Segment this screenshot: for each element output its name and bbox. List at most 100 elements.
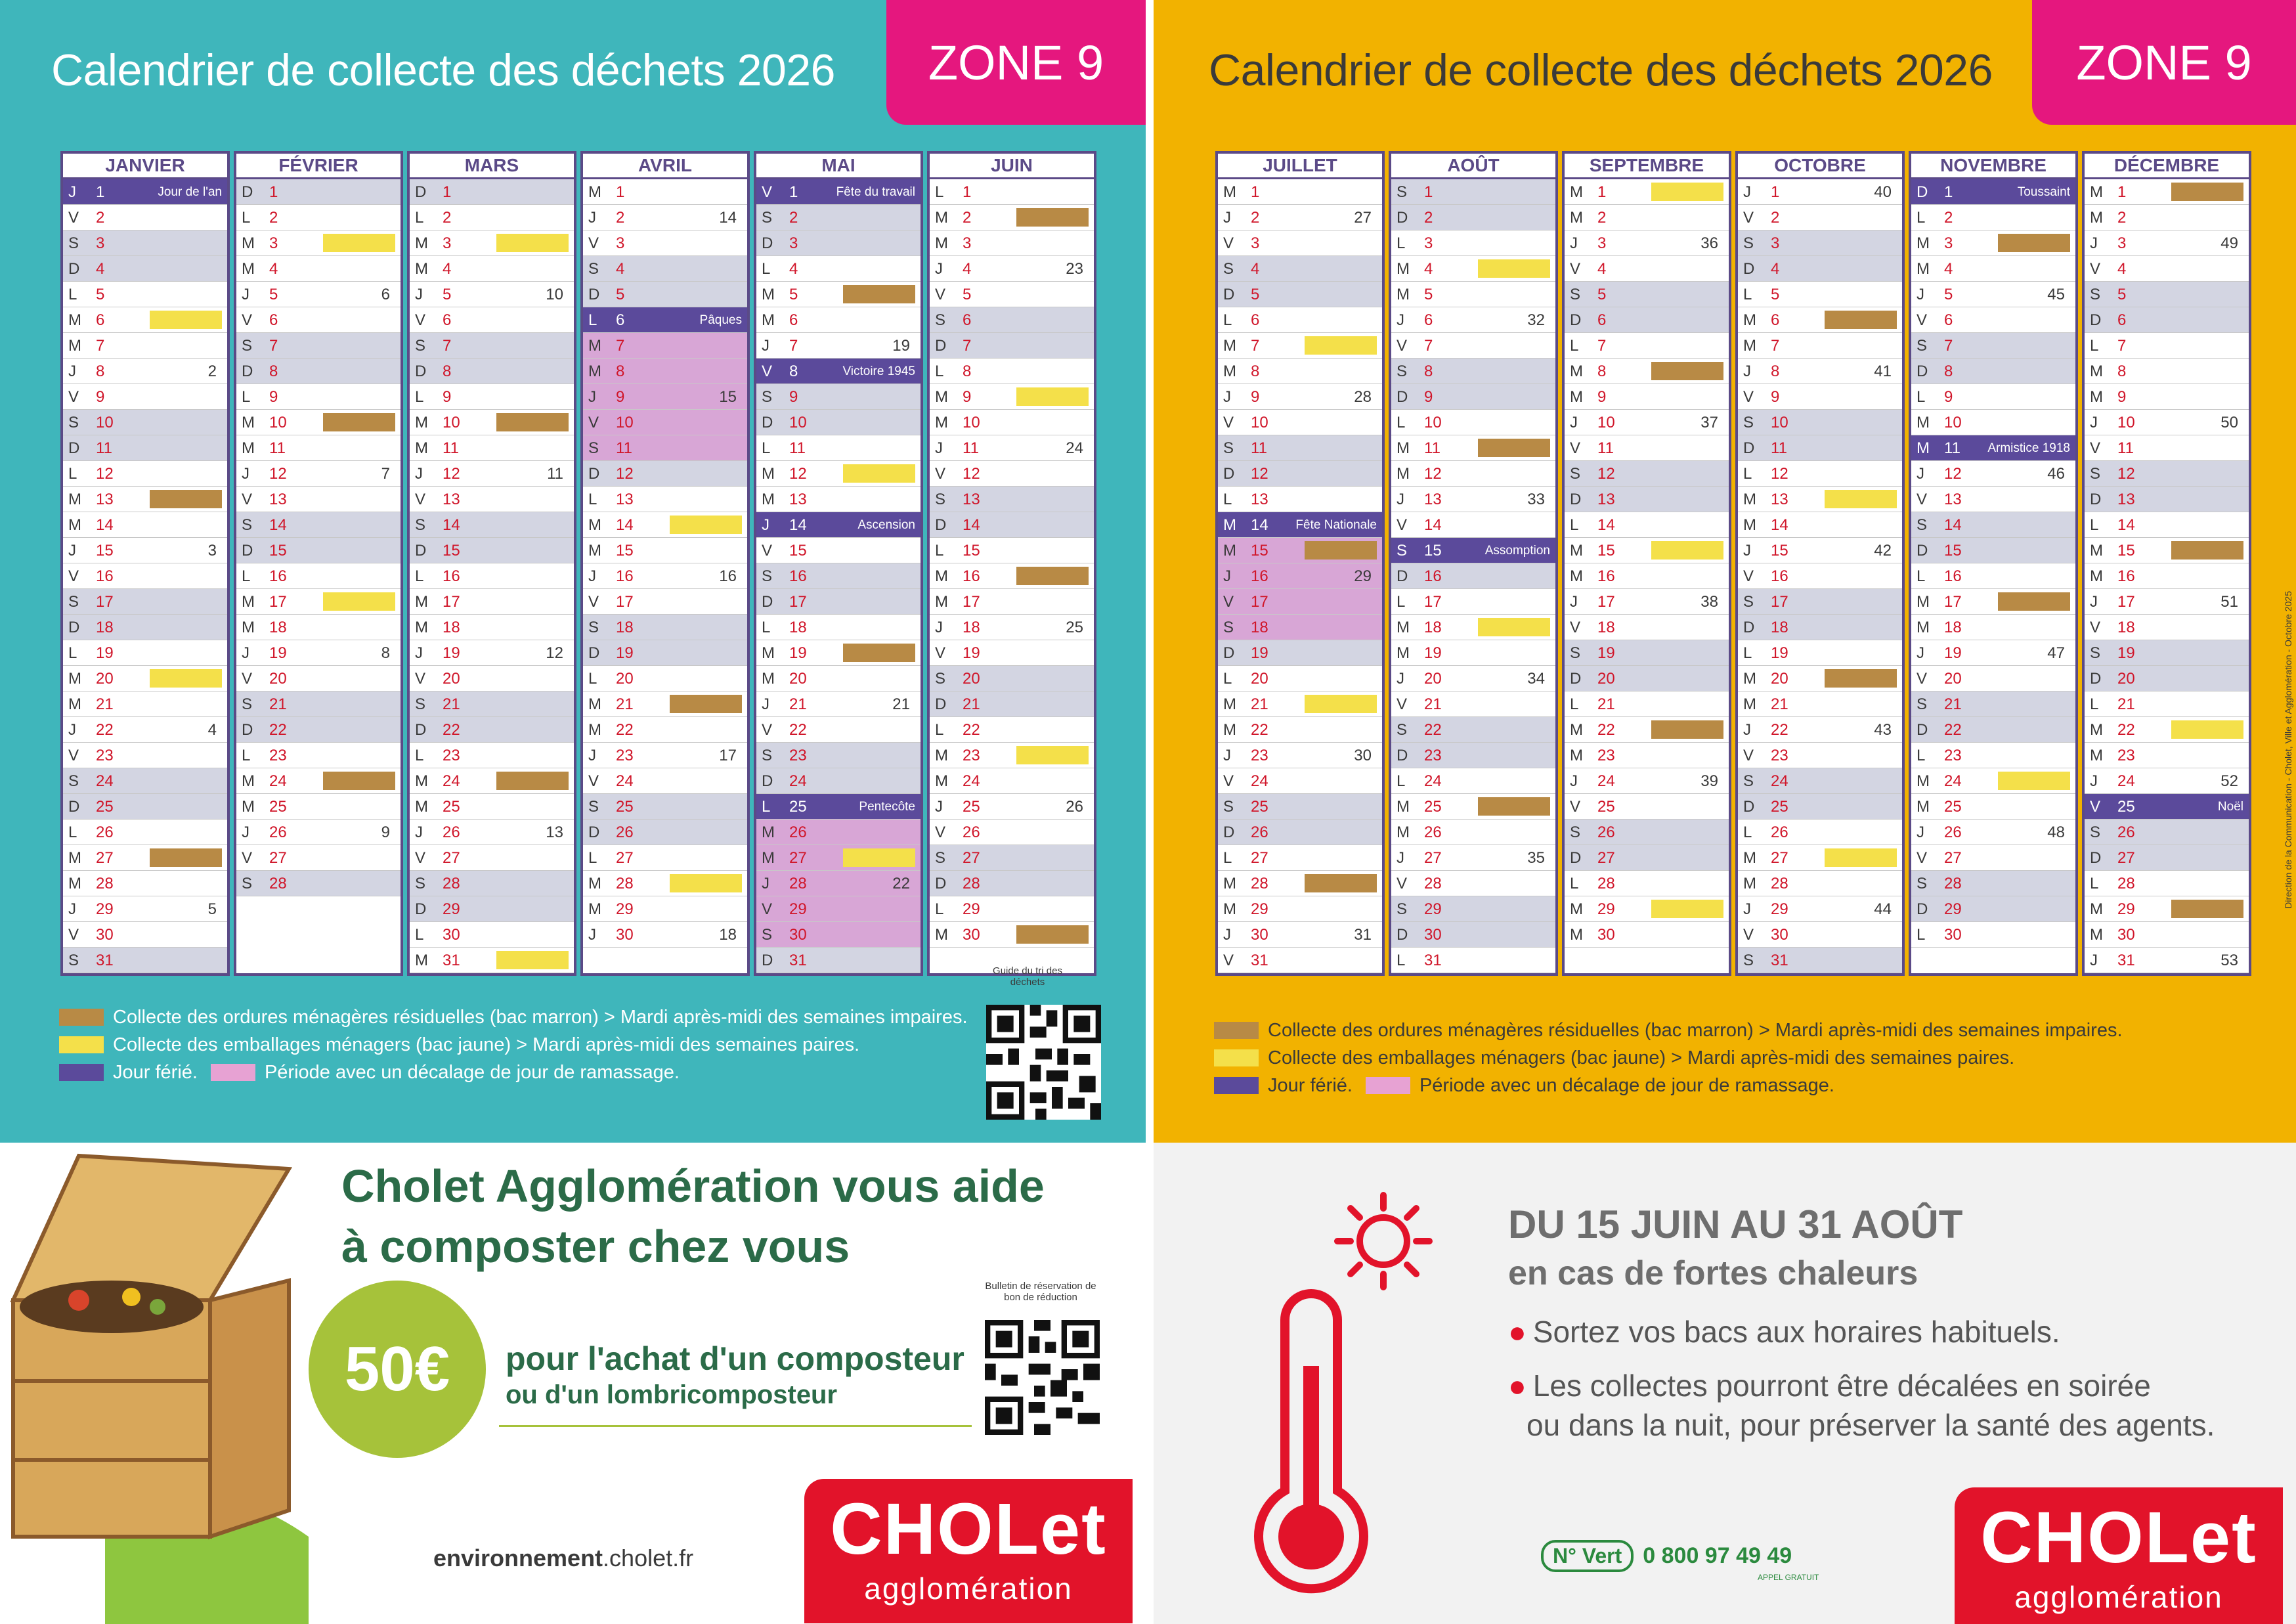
divider bbox=[499, 1425, 972, 1427]
day-row: M 31 bbox=[410, 948, 574, 973]
day-row: D 25 bbox=[63, 794, 227, 820]
day-row: M 28 bbox=[1738, 871, 1902, 896]
weekday-letter: D bbox=[242, 183, 253, 201]
weekday-letter: S bbox=[1223, 798, 1234, 816]
weekday-letter: V bbox=[935, 644, 946, 662]
day-row: L 18 bbox=[756, 615, 921, 640]
day-row: L 13 bbox=[583, 487, 747, 512]
day-number: 12 bbox=[1251, 465, 1268, 483]
day-number: 28 bbox=[616, 875, 634, 892]
day-number: 2 bbox=[789, 209, 798, 227]
website-link[interactable]: environnement.cholet.fr bbox=[433, 1545, 694, 1571]
day-number: 19 bbox=[1251, 644, 1268, 662]
weekday-letter: D bbox=[1223, 286, 1235, 303]
legend-shift: Période avec un décalage de jour de rama… bbox=[1419, 1075, 1834, 1096]
week-number: 48 bbox=[2047, 823, 2065, 841]
week-number: 23 bbox=[1066, 260, 1083, 278]
day-row: M 14 bbox=[63, 512, 227, 538]
day-row: M 10 bbox=[410, 410, 574, 435]
weekday-letter: M bbox=[2090, 362, 2103, 380]
weekday-letter: S bbox=[588, 260, 599, 278]
weekday-letter: D bbox=[588, 286, 600, 303]
day-number: 13 bbox=[443, 491, 460, 508]
day-row: J 10 37 bbox=[1565, 410, 1729, 435]
day-number: 5 bbox=[616, 286, 625, 303]
brown-bin-marker bbox=[1305, 874, 1377, 892]
week-number: 51 bbox=[2220, 593, 2238, 611]
weekday-letter: L bbox=[1570, 695, 1579, 713]
weekday-letter: M bbox=[1570, 388, 1583, 406]
month-header: JUIN bbox=[930, 154, 1094, 179]
day-row: M 17 bbox=[410, 589, 574, 615]
qr-code-icon[interactable] bbox=[985, 1320, 1100, 1435]
day-number: 31 bbox=[1251, 952, 1268, 969]
weekday-letter: J bbox=[935, 260, 943, 278]
day-row: M 24 bbox=[236, 768, 401, 794]
weekday-letter: L bbox=[1917, 567, 1926, 585]
day-number: 8 bbox=[789, 362, 798, 380]
day-number: 20 bbox=[1771, 670, 1788, 688]
day-number: 16 bbox=[616, 567, 634, 585]
day-number: 11 bbox=[1424, 439, 1440, 457]
yellow-bin-marker bbox=[150, 669, 222, 688]
day-number: 6 bbox=[2117, 311, 2127, 329]
weekday-letter: M bbox=[1397, 260, 1410, 278]
day-row: D 17 bbox=[756, 589, 921, 615]
day-row: M 27 bbox=[756, 845, 921, 871]
numero-vert[interactable]: N° Vert 0 800 97 49 49 bbox=[1541, 1540, 1792, 1572]
week-number: 32 bbox=[1527, 311, 1545, 329]
weekday-letter: J bbox=[242, 465, 249, 483]
day-row: L 25 Pentecôte bbox=[756, 794, 921, 820]
brown-bin-marker bbox=[2171, 900, 2243, 918]
day-row: J 4 23 bbox=[930, 256, 1094, 282]
weekday-letter: D bbox=[1397, 747, 1408, 764]
day-number: 26 bbox=[963, 823, 980, 841]
weekday-letter: S bbox=[1570, 823, 1581, 841]
day-number: 9 bbox=[1424, 388, 1433, 406]
day-row: J 11 24 bbox=[930, 435, 1094, 461]
weekday-letter: S bbox=[1397, 362, 1408, 380]
day-row: L 14 bbox=[1565, 512, 1729, 538]
weekday-letter: M bbox=[1743, 491, 1756, 508]
day-number: 10 bbox=[269, 414, 287, 431]
weekday-letter: S bbox=[1917, 337, 1928, 355]
day-number: 2 bbox=[269, 209, 278, 227]
weekday-letter: J bbox=[2090, 952, 2098, 969]
day-row: S 14 bbox=[1911, 512, 2075, 538]
day-number: 16 bbox=[963, 567, 980, 585]
day-number: 28 bbox=[443, 875, 460, 892]
weekday-letter: V bbox=[1917, 670, 1928, 688]
weekday-letter: S bbox=[1397, 721, 1408, 739]
month-5: MAI V 1 Fête du travail S 2 D 3 L 4 M 5 M 6 J 7 19 V 8 Vict… bbox=[754, 151, 923, 976]
day-number: 30 bbox=[443, 926, 460, 944]
day-number: 8 bbox=[1251, 362, 1260, 380]
day-row: V 25 bbox=[1565, 794, 1729, 820]
day-row: J 25 26 bbox=[930, 794, 1094, 820]
month-header: JANVIER bbox=[63, 154, 227, 179]
weekday-letter: M bbox=[1397, 644, 1410, 662]
weekday-letter: M bbox=[1570, 542, 1583, 560]
day-number: 30 bbox=[1771, 926, 1788, 944]
weekday-letter: S bbox=[935, 849, 946, 867]
qr-code-icon[interactable] bbox=[986, 1005, 1101, 1120]
day-number: 7 bbox=[1597, 337, 1607, 355]
day-row: V 14 bbox=[1391, 512, 1555, 538]
day-number: 30 bbox=[96, 926, 114, 944]
day-row: J 24 39 bbox=[1565, 768, 1729, 794]
weekday-letter: J bbox=[762, 695, 769, 713]
weekday-letter: M bbox=[1917, 260, 1930, 278]
day-row: M 26 bbox=[1391, 820, 1555, 845]
shift-swatch bbox=[1365, 1077, 1410, 1094]
day-number: 29 bbox=[1771, 900, 1788, 918]
day-number: 16 bbox=[1597, 567, 1615, 585]
